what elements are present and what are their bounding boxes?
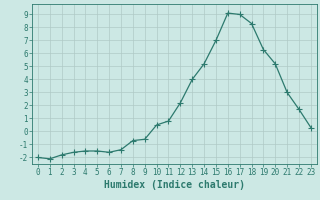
X-axis label: Humidex (Indice chaleur): Humidex (Indice chaleur)	[104, 180, 245, 190]
